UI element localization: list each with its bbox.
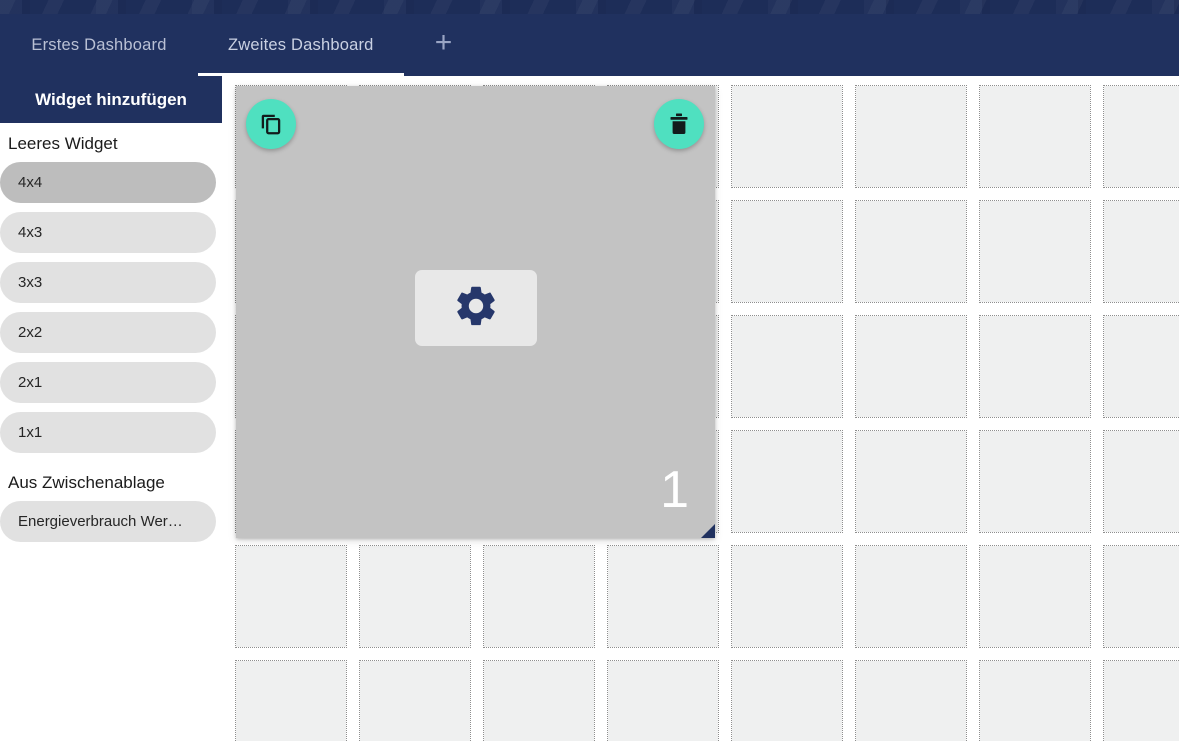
trash-icon (668, 112, 690, 136)
grid-cell[interactable] (979, 430, 1091, 533)
sidebar-item-4x4[interactable]: 4x4 (0, 162, 216, 203)
copy-icon (258, 111, 284, 137)
add-dashboard-button[interactable]: + (404, 14, 484, 76)
grid-cell[interactable] (855, 315, 967, 418)
grid-cell[interactable] (855, 430, 967, 533)
sidebar-item-label: 2x2 (18, 324, 43, 341)
grid-cell[interactable] (483, 545, 595, 648)
duplicate-widget-button[interactable] (246, 99, 296, 149)
dashboard-widget-1[interactable]: 1 (236, 86, 715, 538)
grid-cell[interactable] (731, 660, 843, 741)
grid-cell[interactable] (1103, 660, 1179, 741)
grid-cell[interactable] (855, 545, 967, 648)
sidebar-item-label: Energieverbrauch Wer… (18, 513, 183, 530)
sidebar-item-clipboard-energieverbrauch[interactable]: Energieverbrauch Wer… (0, 501, 216, 542)
top-bar: Erstes Dashboard Zweites Dashboard + (0, 0, 1179, 76)
grid-cell[interactable] (979, 200, 1091, 303)
tab-zweites-dashboard[interactable]: Zweites Dashboard (198, 14, 404, 76)
sidebar-item-label: 4x4 (18, 174, 43, 191)
grid-cell[interactable] (607, 660, 719, 741)
grid-cell[interactable] (855, 200, 967, 303)
grid-cell[interactable] (1103, 545, 1179, 648)
sidebar-item-label: 2x1 (18, 374, 43, 391)
grid-cell[interactable] (359, 545, 471, 648)
sidebar-item-3x3[interactable]: 3x3 (0, 262, 216, 303)
sidebar-item-label: 1x1 (18, 424, 43, 441)
grid-cell[interactable] (731, 315, 843, 418)
dashboard-tabstrip: Erstes Dashboard Zweites Dashboard + (0, 14, 1179, 76)
sidebar-title: Widget hinzufügen (0, 76, 222, 123)
grid-cell[interactable] (1103, 430, 1179, 533)
grid-cell[interactable] (979, 315, 1091, 418)
grid-cell[interactable] (1103, 85, 1179, 188)
sidebar-item-label: 3x3 (18, 274, 43, 291)
grid-cell[interactable] (235, 660, 347, 741)
sidebar-item-2x1[interactable]: 2x1 (0, 362, 216, 403)
decorative-pattern-strip (0, 0, 1179, 14)
grid-cell[interactable] (731, 200, 843, 303)
sidebar-body: Leeres Widget 4x4 4x3 3x3 2x2 2x1 1x1 (0, 123, 222, 542)
sidebar-item-2x2[interactable]: 2x2 (0, 312, 216, 353)
grid-cell[interactable] (731, 85, 843, 188)
tab-erstes-dashboard[interactable]: Erstes Dashboard (0, 14, 198, 76)
delete-widget-button[interactable] (654, 99, 704, 149)
sidebar-item-1x1[interactable]: 1x1 (0, 412, 216, 453)
grid-cell[interactable] (483, 660, 595, 741)
plus-icon: + (434, 26, 453, 59)
section-heading: Aus Zwischenablage (8, 473, 165, 492)
grid-cell[interactable] (979, 660, 1091, 741)
section-heading: Leeres Widget (8, 134, 118, 153)
widget-settings-button[interactable] (415, 270, 537, 346)
tab-label: Erstes Dashboard (31, 35, 167, 54)
grid-cell[interactable] (731, 545, 843, 648)
dashboard-canvas[interactable]: 1 (222, 76, 1179, 741)
grid-cell[interactable] (359, 660, 471, 741)
resize-handle-icon[interactable] (701, 524, 715, 538)
grid-cell[interactable] (607, 545, 719, 648)
tab-label: Zweites Dashboard (228, 35, 374, 54)
grid-cell[interactable] (1103, 200, 1179, 303)
grid-cell[interactable] (855, 660, 967, 741)
gear-icon (452, 282, 500, 335)
sidebar-item-label: 4x3 (18, 224, 43, 241)
grid-cell[interactable] (855, 85, 967, 188)
grid-cell[interactable] (979, 545, 1091, 648)
grid-cell[interactable] (235, 545, 347, 648)
grid-cell[interactable] (731, 430, 843, 533)
widget-index-label: 1 (660, 461, 689, 519)
grid-cell[interactable] (1103, 315, 1179, 418)
sidebar-section-aus-zwischenablage: Aus Zwischenablage Energieverbrauch Wer… (0, 462, 222, 542)
sidebar-section-leeres-widget: Leeres Widget 4x4 4x3 3x3 2x2 2x1 1x1 (0, 123, 222, 453)
grid-cell[interactable] (979, 85, 1091, 188)
widget-sidebar: Widget hinzufügen Leeres Widget 4x4 4x3 … (0, 76, 222, 741)
sidebar-item-4x3[interactable]: 4x3 (0, 212, 216, 253)
